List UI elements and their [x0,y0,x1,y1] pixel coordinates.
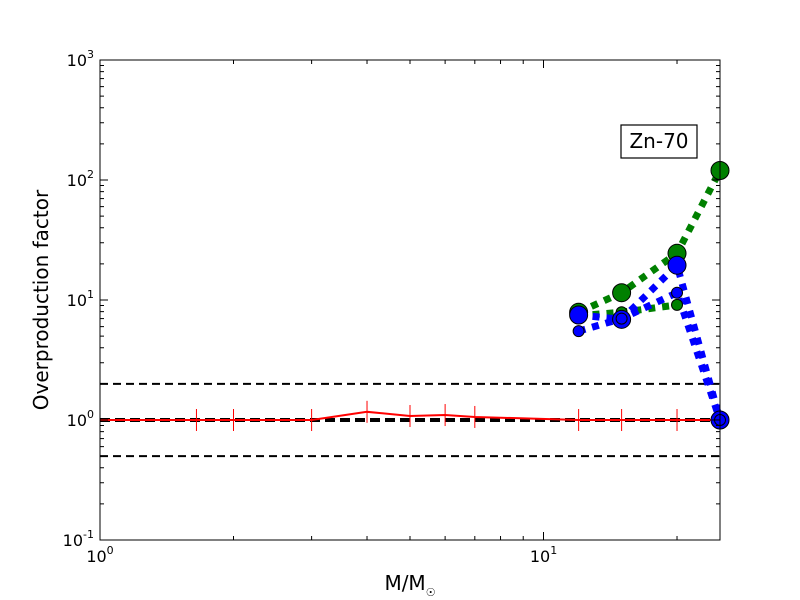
data-point [612,283,632,303]
x-tick-label: 101 [530,544,557,566]
y-tick-label: 10-1 [63,528,94,550]
y-tick-label: 100 [67,408,94,430]
annotation-box [620,124,698,159]
data-point [569,305,589,325]
series-line [100,410,720,421]
data-point [615,312,628,325]
series-line [577,168,724,316]
series-line [577,287,724,422]
y-tick-label: 103 [67,48,94,70]
y-axis-label: Overproduction factor [29,189,53,410]
y-tick-label: 101 [67,288,94,310]
y-tick-label: 102 [67,168,94,190]
x-axis-label: M/M☉ [384,571,435,599]
data-point [572,325,585,338]
annotation-label: Zn-70 [629,129,688,153]
x-tick-label: 100 [86,544,113,566]
series-line [578,258,724,421]
data-point [671,286,684,299]
data-point [667,255,687,275]
data-point [671,298,684,311]
